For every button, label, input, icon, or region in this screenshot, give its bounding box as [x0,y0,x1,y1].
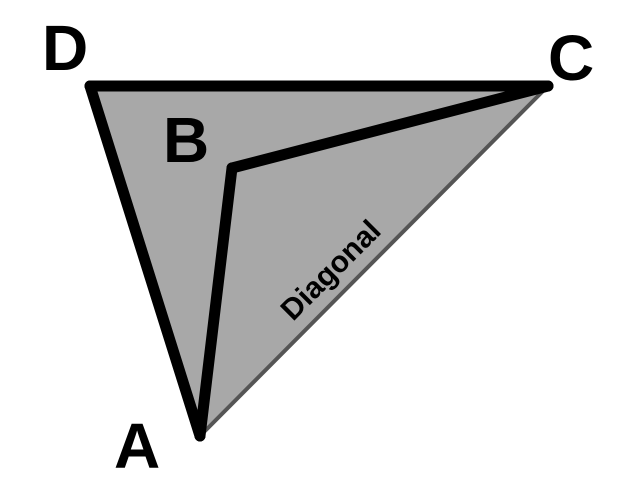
edge-d-a [84,80,206,442]
edge-b-c [226,80,554,174]
vertex-label-a: A [114,410,160,480]
vertex-label-d: D [42,12,88,84]
edge-a-b [194,162,238,442]
diagonal-line [198,84,550,438]
shaded-region [90,86,548,436]
vertex-label-b: B [163,104,209,176]
vertex-label-c: C [548,22,594,94]
